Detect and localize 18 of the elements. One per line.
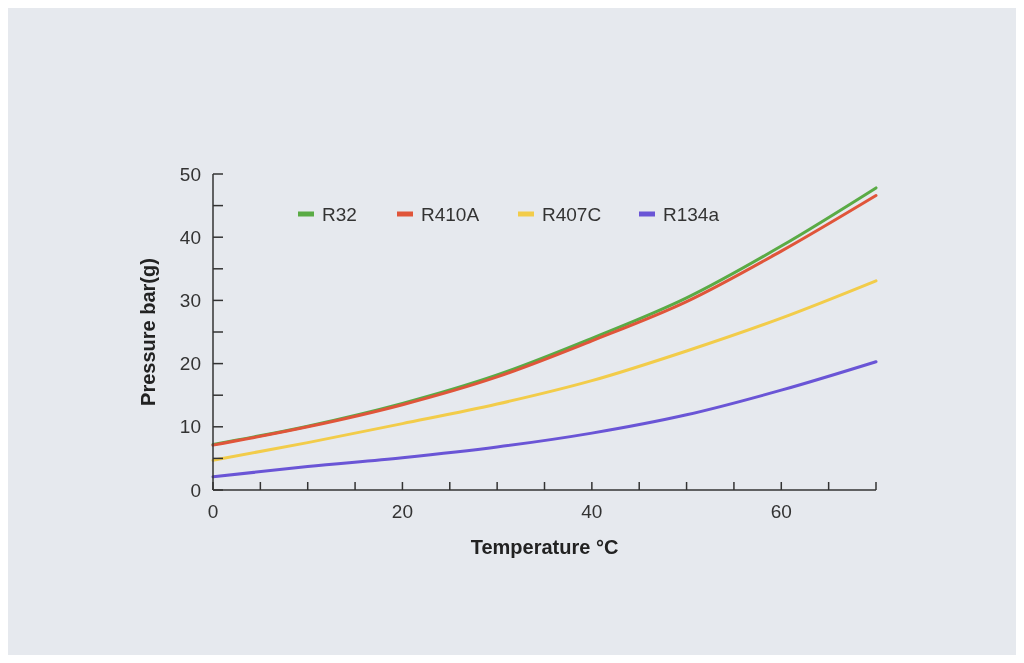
legend-label: R32 [322, 203, 357, 225]
line-series [211, 360, 878, 479]
y-tick-label: 50 [179, 163, 201, 185]
x-tick-label: 0 [207, 501, 219, 522]
y-tick-label: 30 [179, 290, 201, 312]
y-tick-label: 0 [190, 479, 201, 501]
x-tick-label: 40 [581, 501, 603, 522]
y-tick-label: 20 [179, 353, 201, 375]
legend-label: R134a [663, 203, 720, 225]
y-tick-label: 10 [179, 416, 201, 438]
legend-label: R407C [542, 203, 602, 225]
x-axis-title: Temperature °C [470, 536, 619, 558]
legend-label: R410A [421, 203, 480, 225]
y-tick-label: 40 [179, 226, 201, 248]
line-series [211, 279, 878, 462]
y-axis-title: Pressure bar(g) [137, 258, 159, 406]
x-tick-label: 20 [391, 501, 413, 522]
x-tick-label: 60 [770, 501, 792, 522]
